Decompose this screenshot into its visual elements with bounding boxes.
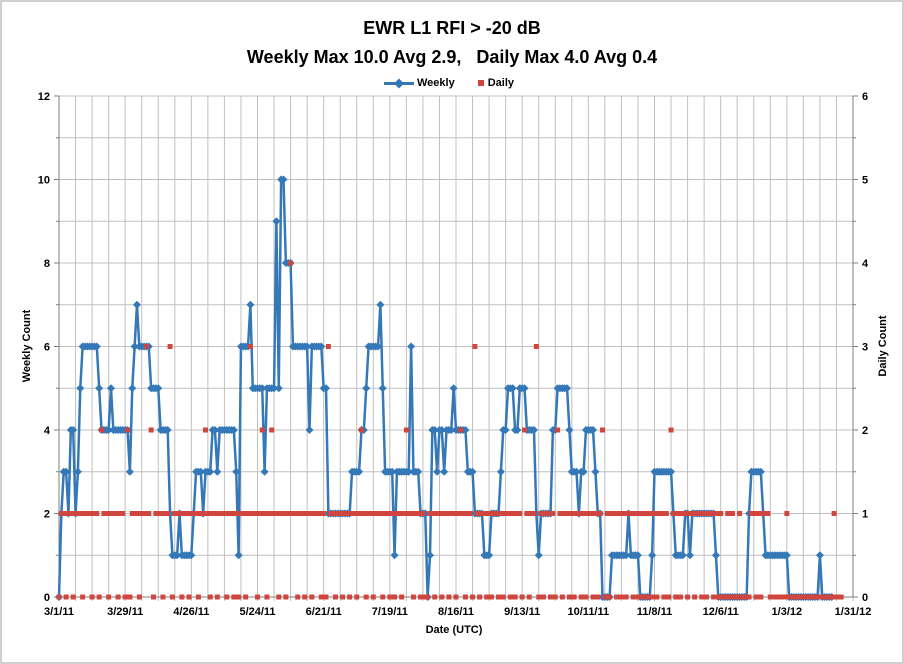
- right-tick-label: 6: [862, 91, 868, 103]
- x-tick-label: 10/11/11: [568, 606, 610, 618]
- x-tick-label: 1/31/12: [835, 606, 872, 618]
- x-tick-label: 1/3/12: [772, 606, 803, 618]
- x-tick-label: 7/19/11: [372, 606, 408, 618]
- x-tick-label: 6/21/11: [306, 606, 342, 618]
- left-tick-label: 2: [44, 509, 50, 521]
- x-axis-title: Date (UTC): [425, 624, 483, 636]
- x-tick-label: 4/26/11: [173, 606, 209, 618]
- daily-swatch: [477, 80, 484, 86]
- x-tick-label: 8/16/11: [438, 606, 474, 618]
- daily-swatch-square-icon: [477, 80, 484, 86]
- right-tick-label: 2: [862, 425, 868, 437]
- legend-weekly: Weekly: [384, 77, 455, 89]
- right-tick-label: 5: [862, 175, 868, 187]
- legend: Weekly Daily: [384, 77, 514, 89]
- chart-subtitle: Weekly Max 10.0 Avg 2.9, Daily Max 4.0 A…: [246, 47, 658, 67]
- x-tick-label: 11/8/11: [637, 606, 673, 618]
- left-tick-label: 6: [44, 342, 50, 354]
- legend-weekly-label: Weekly: [417, 77, 455, 89]
- legend-daily-label: Daily: [487, 77, 515, 89]
- x-tick-label: 5/24/11: [239, 606, 275, 618]
- left-axis-tick-labels: 0 2 4 6 8 10 12: [38, 91, 51, 604]
- weekly-swatch-diamond-icon: [394, 78, 404, 88]
- x-tick-labels: 3/1/11 3/29/11 4/26/11 5/24/11 6/21/11 7/19/1…: [44, 606, 871, 618]
- right-tick-label: 1: [862, 509, 868, 521]
- legend-daily: Daily: [477, 77, 514, 89]
- chart-title: EWR L1 RFI > -20 dB: [363, 18, 541, 38]
- left-tick-label: 8: [44, 258, 50, 270]
- x-tick-label: 9/13/11: [504, 606, 540, 618]
- x-tick-label: 3/1/11: [44, 606, 74, 618]
- left-tick-label: 4: [44, 425, 51, 437]
- left-tick-label: 0: [44, 592, 50, 604]
- weekly-swatch: [384, 78, 414, 88]
- daily-series: [56, 260, 844, 600]
- left-tick-label: 12: [38, 91, 50, 103]
- left-tick-label: 10: [38, 175, 50, 187]
- right-tick-label: 3: [862, 342, 868, 354]
- right-tick-label: 4: [862, 258, 869, 270]
- x-tick-label: 12/6/11: [703, 606, 739, 618]
- right-axis-tick-labels: 0 1 2 3 4 5 6: [862, 91, 869, 604]
- right-tick-label: 0: [862, 592, 868, 604]
- daily-square-markers: [56, 260, 844, 600]
- x-tick-label: 3/29/11: [107, 606, 143, 618]
